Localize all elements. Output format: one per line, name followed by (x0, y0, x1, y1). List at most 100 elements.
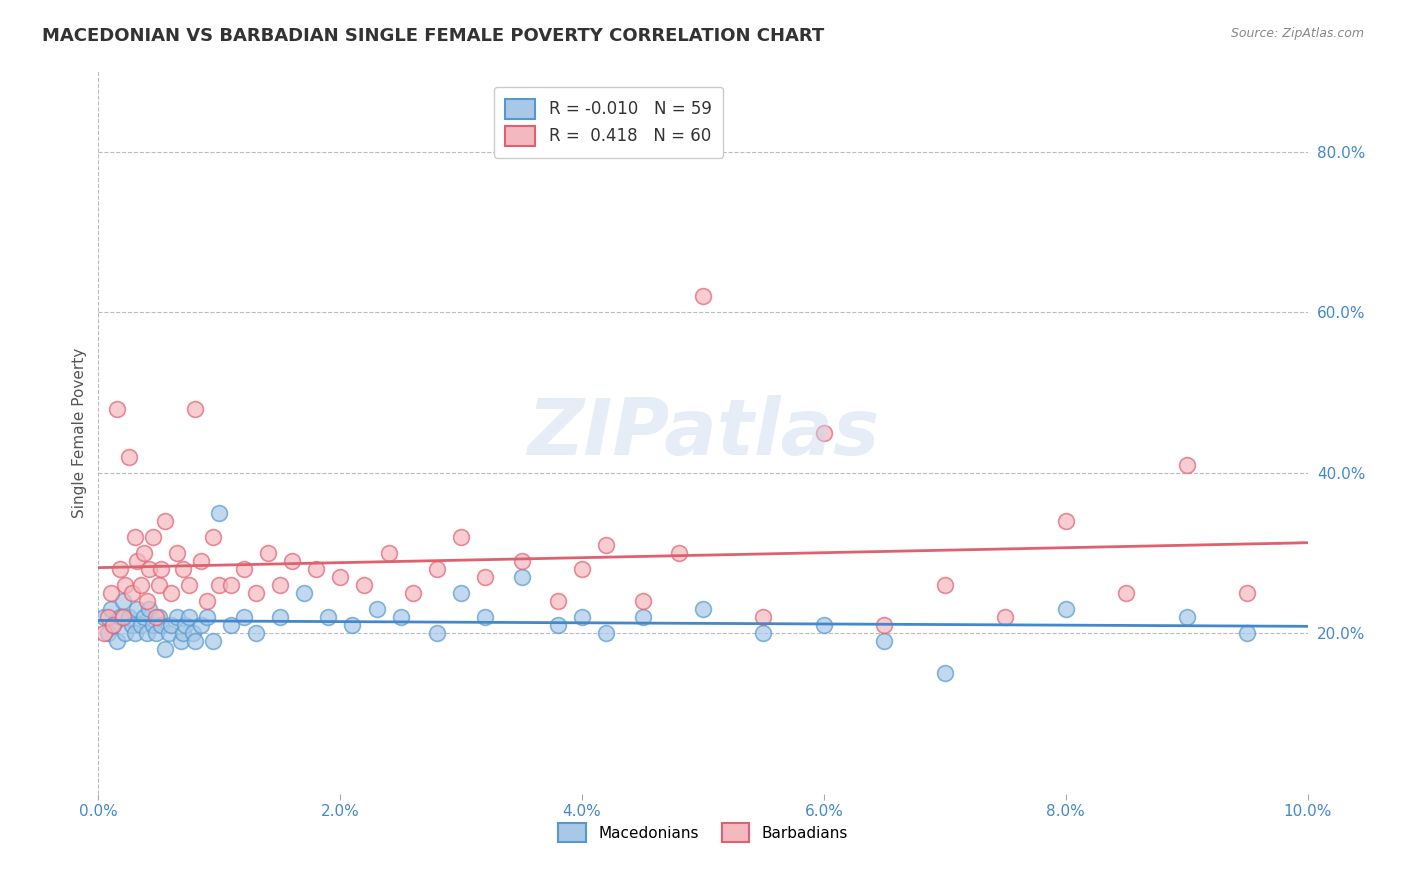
Point (873, 618, 896, 632)
Point (202, 530, 225, 544)
Point (108, 610, 131, 624)
Point (450, 586, 472, 600)
Point (118, 450, 141, 464)
Point (692, 602, 714, 616)
Point (111, 594, 134, 608)
Point (145, 626, 167, 640)
Point (190, 618, 212, 632)
Point (1115, 586, 1137, 600)
Point (142, 530, 165, 544)
Point (631, 594, 654, 608)
Point (208, 578, 231, 592)
Point (111, 610, 134, 624)
Point (353, 578, 375, 592)
Point (121, 586, 143, 600)
Point (127, 554, 149, 568)
Point (195, 610, 218, 624)
Point (160, 618, 183, 632)
Point (172, 562, 194, 576)
Point (93, 626, 115, 640)
Point (97, 626, 120, 640)
Point (1175, 458, 1198, 472)
Point (813, 425, 835, 440)
Point (150, 562, 173, 576)
Point (105, 401, 128, 416)
Point (402, 586, 425, 600)
Point (1236, 586, 1258, 600)
Point (190, 554, 212, 568)
Point (292, 586, 315, 600)
Point (377, 546, 399, 560)
Point (269, 578, 291, 592)
Point (172, 626, 194, 640)
Point (281, 554, 304, 568)
Point (114, 626, 136, 640)
Point (631, 610, 654, 624)
Point (1054, 514, 1077, 528)
Point (157, 626, 180, 640)
Point (124, 530, 146, 544)
Point (179, 578, 201, 592)
Point (510, 570, 533, 584)
Point (245, 586, 267, 600)
Point (179, 610, 201, 624)
Point (389, 610, 412, 624)
Point (202, 634, 225, 648)
Point (342, 618, 364, 632)
Point (934, 666, 956, 681)
Point (316, 610, 339, 624)
Point (181, 626, 204, 640)
Point (153, 642, 176, 657)
Point (813, 618, 835, 632)
Point (135, 594, 157, 608)
Point (571, 562, 593, 576)
Point (142, 618, 165, 632)
Point (121, 618, 143, 632)
Point (138, 602, 160, 616)
Point (148, 610, 170, 624)
Text: MACEDONIAN VS BARBADIAN SINGLE FEMALE POVERTY CORRELATION CHART: MACEDONIAN VS BARBADIAN SINGLE FEMALE PO… (42, 27, 824, 45)
Point (221, 618, 243, 632)
Point (184, 634, 207, 648)
Point (510, 554, 533, 568)
Point (108, 562, 131, 576)
Point (93, 610, 115, 624)
Point (134, 610, 156, 624)
Point (692, 289, 714, 303)
Point (595, 626, 617, 640)
Point (474, 610, 496, 624)
Point (426, 626, 449, 640)
Point (366, 602, 388, 616)
Point (148, 578, 170, 592)
Point (166, 610, 188, 624)
Point (114, 578, 136, 592)
Point (124, 626, 146, 640)
Point (100, 602, 122, 616)
Point (426, 562, 449, 576)
Point (138, 562, 160, 576)
Point (208, 506, 231, 520)
Point (1236, 626, 1258, 640)
Text: ZIPatlas: ZIPatlas (527, 394, 879, 471)
Point (1175, 610, 1198, 624)
Point (184, 401, 207, 416)
Point (450, 530, 472, 544)
Point (256, 546, 278, 560)
Point (101, 618, 124, 632)
Point (135, 626, 157, 640)
Point (221, 578, 243, 592)
Point (169, 634, 191, 648)
Legend: Macedonians, Barbadians: Macedonians, Barbadians (550, 814, 856, 851)
Point (127, 602, 149, 616)
Point (145, 610, 167, 624)
Point (305, 562, 328, 576)
Point (166, 546, 188, 560)
Point (245, 626, 267, 640)
Point (174, 618, 197, 632)
Point (118, 610, 141, 624)
Point (547, 594, 569, 608)
Point (752, 610, 775, 624)
Point (571, 610, 593, 624)
Text: Source: ZipAtlas.com: Source: ZipAtlas.com (1230, 27, 1364, 40)
Point (100, 586, 122, 600)
